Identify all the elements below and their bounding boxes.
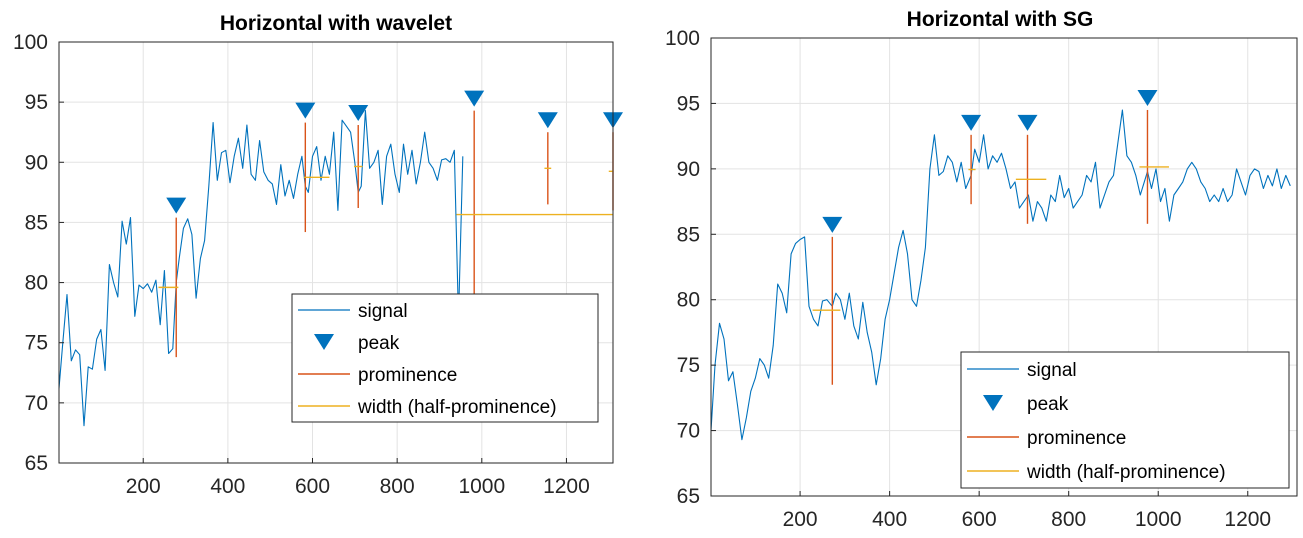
legend-prominence-label: prominence: [358, 365, 457, 386]
y-tick-label: 95: [25, 91, 48, 114]
legend-peak-marker: [983, 395, 1003, 411]
series-layer: [58, 90, 623, 427]
legend-peak-label: peak: [358, 333, 400, 354]
y-tick-label: 65: [677, 485, 700, 508]
signal-line: [58, 110, 464, 427]
x-tick-label: 600: [295, 475, 330, 498]
x-tick-label: 1200: [1224, 508, 1271, 531]
legend-signal-label: signal: [1027, 360, 1077, 381]
legend-peak-label: peak: [1027, 394, 1069, 415]
x-tick-label: 200: [126, 475, 161, 498]
signal-line: [710, 109, 1291, 441]
legend-peak-marker: [314, 334, 334, 350]
x-tick-label: 1000: [1135, 508, 1182, 531]
legend: signal peak prominence width (half-promi…: [291, 293, 599, 423]
x-tick-label: 800: [380, 475, 415, 498]
peak-marker: [1017, 114, 1038, 131]
peak-marker: [961, 114, 982, 131]
y-tick-label: 70: [25, 392, 48, 415]
y-tick-label: 100: [13, 31, 48, 54]
peak-marker: [1137, 89, 1158, 106]
x-tick-label: 600: [962, 508, 997, 531]
legend: signal peak prominence width (half-promi…: [960, 351, 1290, 489]
axes-frame: [710, 37, 1298, 497]
y-tick-label: 80: [25, 272, 48, 295]
tick-labels: 200 400 600 800 1000 1200 65 70 75 80 85 90 95 100: [13, 31, 590, 498]
legend-width-label: width (half-prominence): [357, 397, 557, 418]
legend-width-label: width (half-prominence): [1026, 462, 1226, 483]
y-tick-label: 75: [25, 332, 48, 355]
y-tick-label: 85: [25, 211, 48, 234]
y-tick-label: 70: [677, 420, 700, 443]
chart-title: Horizontal with wavelet: [220, 12, 452, 35]
peak-marker: [295, 102, 316, 119]
peak-marker: [537, 112, 558, 129]
peak-marker: [166, 197, 187, 214]
legend-prominence-label: prominence: [1027, 428, 1126, 449]
y-tick-label: 65: [25, 452, 48, 475]
y-tick-label: 100: [665, 27, 700, 50]
legend-signal-label: signal: [358, 301, 408, 322]
x-tick-label: 1200: [543, 475, 590, 498]
y-tick-label: 90: [677, 158, 700, 181]
x-tick-label: 800: [1051, 508, 1086, 531]
y-tick-label: 95: [677, 92, 700, 115]
axes-frame: [58, 41, 614, 464]
peak-marker: [464, 90, 485, 107]
y-tick-label: 85: [677, 223, 700, 246]
legend-box: [960, 351, 1290, 489]
chart-panel-wavelet: Horizontal with wavelet 200 400 600 800 1000…: [13, 12, 623, 498]
y-tick-label: 90: [25, 151, 48, 174]
chart-panel-sg: Horizontal with SG 200 400 600 800 1000 1200 6…: [665, 8, 1298, 531]
series-layer: [710, 89, 1291, 441]
y-tick-label: 80: [677, 289, 700, 312]
y-tick-label: 75: [677, 354, 700, 377]
tick-labels: 200 400 600 800 1000 1200 65 70 75 80 85 90 95 100: [665, 27, 1271, 531]
chart-title: Horizontal with SG: [907, 8, 1094, 31]
x-tick-label: 1000: [458, 475, 505, 498]
peak-marker: [348, 104, 369, 121]
legend-box: [291, 293, 599, 423]
x-tick-label: 400: [872, 508, 907, 531]
x-tick-label: 200: [783, 508, 818, 531]
x-tick-label: 400: [210, 475, 245, 498]
peak-marker: [822, 216, 843, 233]
